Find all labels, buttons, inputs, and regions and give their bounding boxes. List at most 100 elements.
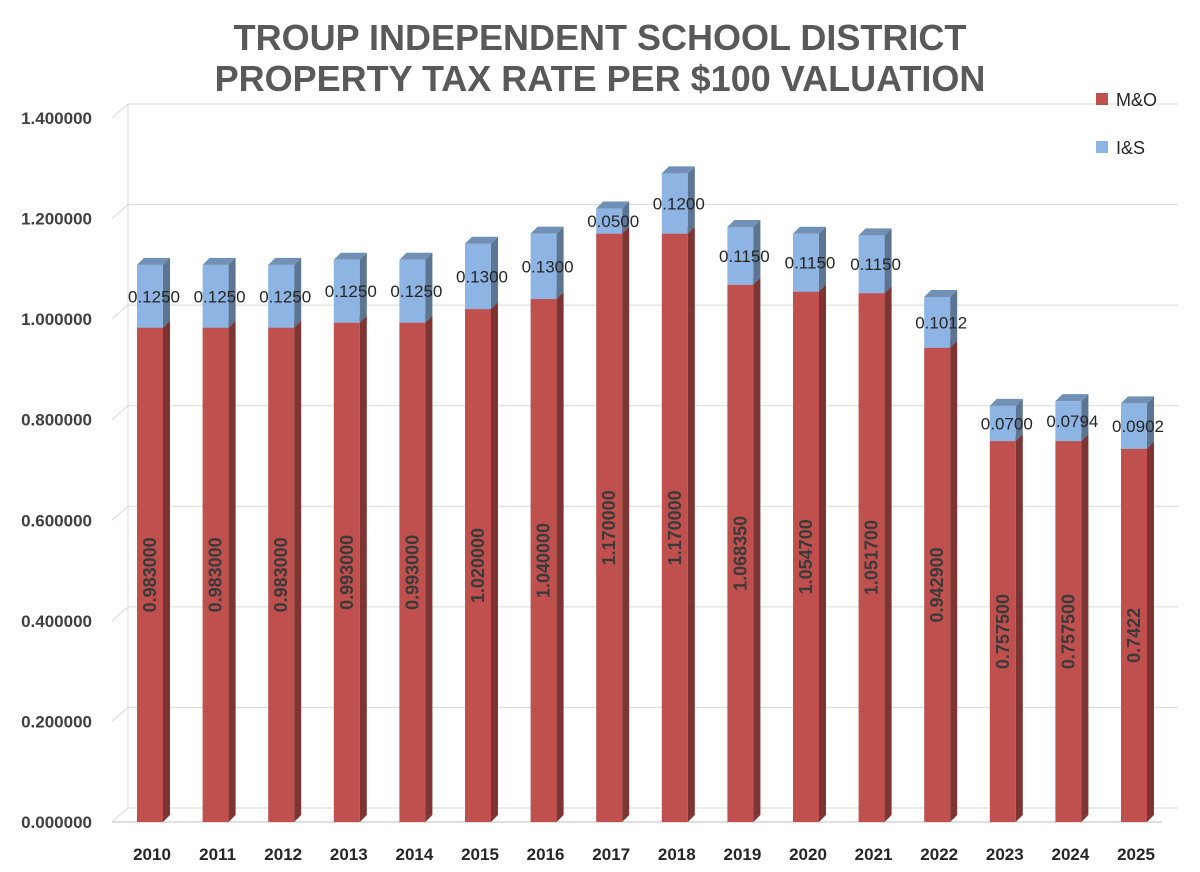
bar-is-2016-side [556,226,564,300]
legend: M&O I&S [1096,90,1157,158]
y-tick-label: 1.400000 [21,109,92,128]
bar-is-2022-side [950,289,958,348]
bar-is-2016-top [530,226,564,234]
data-label-mo: 0.983000 [206,537,226,612]
data-label-mo: 1.051700 [862,520,882,595]
bar-is-2011-top [202,257,236,265]
bar-mo-2017 [596,226,630,822]
gridline-depth [111,606,129,622]
legend-swatch-mo [1096,93,1108,105]
data-label-is: 0.1250 [325,282,377,301]
bar-mo-2021 [858,286,892,822]
bar-is-2017 [596,201,630,234]
bar-is-2016 [530,226,564,300]
bar-mo-2022 [924,340,958,822]
gridline-depth [111,707,129,722]
data-label-mo: 0.7422 [1124,608,1144,663]
bar-is-2010-top [137,257,170,265]
bar-is-2020 [793,226,826,292]
x-tick-label: 2015 [461,845,499,864]
bar-is-2018-front [661,173,688,234]
chart-title-line-2: PROPERTY TAX RATE PER $100 VALUATION [215,58,986,99]
x-tick-label: 2023 [986,845,1024,864]
bar-is-2013 [333,252,367,323]
bar-is-2012-side [294,257,302,328]
bar-is-2010-front [137,264,163,328]
data-label-is: 0.1250 [390,282,442,301]
data-label-mo: 0.942900 [927,547,947,622]
gridline-depth [111,505,129,521]
data-label-mo: 0.983000 [271,537,291,612]
legend-swatch-is [1096,141,1108,153]
bar-mo-2013-front [333,322,360,822]
bar-mo-2017-side [622,226,630,822]
bar-mo-2023-front [989,441,1016,822]
y-tick-label: 1.000000 [21,310,92,329]
bar-mo-2018 [661,226,695,822]
gridline-depth [111,204,129,219]
x-tick-label: 2022 [920,845,958,864]
bar-is-2019-side [753,219,761,285]
bar-is-2019-top [727,219,761,227]
data-label-is: 0.1250 [128,287,180,306]
bar-mo-2025-front [1121,448,1147,822]
bar-is-2015 [465,236,498,310]
gridline-depth [111,405,129,421]
bar-is-2019-front [727,226,754,285]
bar-is-2015-side [491,236,498,310]
data-label-is: 0.1300 [456,267,508,286]
bar-is-2014-top [399,252,433,260]
bar-is-2019 [727,219,761,285]
bar-is-2021-top [858,228,892,236]
bar-is-2023-top [989,398,1023,406]
x-tick-label: 2010 [133,845,171,864]
bar-is-2020-side [819,226,826,292]
bar-is-2011-side [228,257,236,328]
bar-is-2024-side [1081,394,1089,442]
bar-mo-2023-side [1015,434,1023,822]
data-label-mo: 0.983000 [140,537,160,612]
data-label-mo: 0.757500 [993,594,1013,669]
bar-is-2012 [268,257,302,328]
data-label-is: 0.0700 [981,414,1033,433]
bar-is-2012-front [268,264,295,328]
bar-is-2015-top [465,236,498,244]
data-labels: 0.983000 0.1250 0.983000 0.1250 0.983000 0.12… [128,194,1164,669]
chart-title-line-1: TROUP INDEPENDENT SCHOOL DISTRICT [234,17,967,58]
bar-mo-2019-side [753,277,761,822]
bar-mo-2024-side [1081,434,1089,822]
bar-mo-2020-side [819,284,826,822]
data-label-is: 0.1250 [194,287,246,306]
bar-mo-2022-side [950,340,958,822]
bar-mo-2016-front [530,299,557,822]
bar-is-2025 [1121,396,1154,449]
bar-is-2025-side [1147,396,1154,449]
bar-is-2014 [399,252,433,323]
bar-mo-2011-side [228,320,236,822]
data-label-is: 0.1200 [653,194,705,213]
bar-mo-2012 [268,320,302,822]
bar-is-2025-top [1121,396,1154,404]
bar-is-2014-side [425,252,433,323]
bar-is-2018-side [687,166,695,234]
bar-mo-2012-front [268,327,295,822]
bar-mo-2015 [465,302,498,823]
bar-mo-2021-side [884,286,892,822]
bar-is-2010-side [163,257,170,328]
bar-mo-2012-side [294,320,302,822]
x-tick-label: 2012 [264,845,302,864]
bar-mo-2011 [202,320,236,822]
bar-is-2021 [858,228,892,294]
bar-mo-2018-front [661,233,688,822]
bar-is-2022-front [924,296,951,348]
bar-is-2024 [1055,394,1089,442]
x-tick-label: 2014 [395,845,433,864]
bar-is-2017-side [622,201,630,234]
data-label-is: 0.1300 [522,257,574,276]
bar-is-2021-side [884,228,892,294]
bar-is-2010 [137,257,170,328]
bar-mo-2015-side [491,302,498,823]
bar-mo-2017-front [596,233,623,822]
